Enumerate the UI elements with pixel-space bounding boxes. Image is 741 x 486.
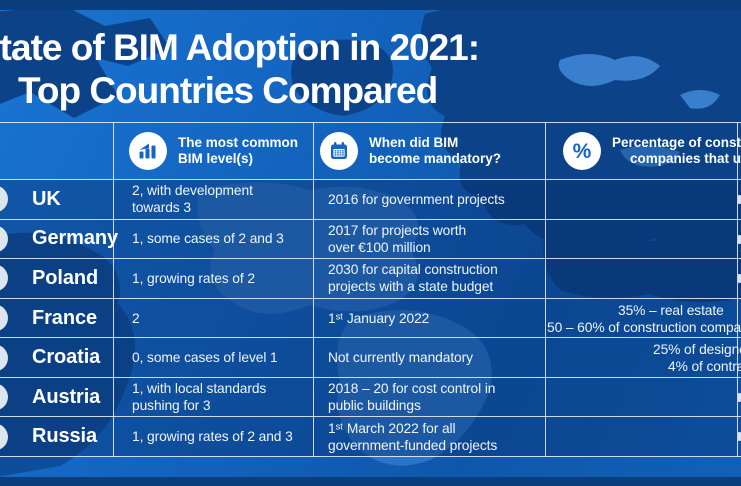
table-row: Poland 1, growing rates of 2 2030 for ca… <box>0 258 741 298</box>
mandatory-cell: 1ˢᵗ January 2022 <box>328 310 430 326</box>
mandatory-cell: 2017 for projects worth over €100 millio… <box>328 222 467 255</box>
mandatory-cell: Not currently mandatory <box>328 350 473 366</box>
bim-level-cell: 2, with development towards 3 <box>132 183 253 216</box>
column-label: The most common BIM level(s) <box>178 134 299 167</box>
country-name: Germany <box>32 227 119 250</box>
bar-chart-icon <box>129 132 167 170</box>
column-divider <box>113 122 114 457</box>
clipped-text-fragment <box>738 274 741 284</box>
country-cell: Poland <box>0 259 113 298</box>
usage-value-line: 25% of designers <box>653 342 741 358</box>
column-divider <box>545 122 546 457</box>
country-flag-icon <box>0 225 8 253</box>
usage-cell <box>545 220 741 259</box>
mandatory-cell: 2018 – 20 for cost control in public bui… <box>328 381 496 414</box>
column-label: When did BIM become mandatory? <box>369 134 502 167</box>
table-row: Austria 1, with local standards pushing … <box>0 376 741 417</box>
bim-level-cell: 0, some cases of level 1 <box>132 350 278 366</box>
country-flag-icon <box>0 423 8 451</box>
page-title-line1: State of BIM Adoption in 2021: <box>0 27 480 68</box>
clipped-text-fragment <box>738 234 741 244</box>
clipped-text-fragment <box>738 432 741 442</box>
country-flag-icon <box>0 344 8 372</box>
page-title: State of BIM Adoption in 2021: Top Count… <box>0 27 741 117</box>
bim-level-cell: 1, with local standards pushing for 3 <box>132 381 267 414</box>
table-row: Germany 1, some cases of 2 and 3 2017 fo… <box>0 218 741 259</box>
mandatory-cell: 1ˢᵗ March 2022 for all government-funded… <box>328 420 498 453</box>
column-label: Percentage of construction companies tha… <box>612 134 741 167</box>
usage-cell <box>545 259 741 298</box>
usage-cell: 35% – real estate 50 – 60% of constructi… <box>545 299 741 338</box>
country-name: UK <box>32 187 61 210</box>
country-name: France <box>32 306 97 329</box>
comparison-table: The most common BIM level(s) <box>0 122 741 457</box>
page-title-line2: Top Countries Compared <box>18 70 438 111</box>
country-name: Croatia <box>32 346 101 369</box>
percent-icon: % <box>563 132 601 170</box>
country-name: Russia <box>32 425 97 448</box>
column-divider <box>737 122 738 457</box>
country-cell: Austria <box>0 378 113 417</box>
bim-level-cell: 2 <box>132 310 140 326</box>
country-flag-icon <box>0 264 8 292</box>
column-header-usage: % Percentage of construction companies t… <box>563 123 741 179</box>
top-accent-bar <box>0 0 741 10</box>
clipped-text-fragment <box>738 392 741 402</box>
clipped-text-fragment <box>738 195 741 204</box>
usage-value-line: 50 – 60% of construction companies <box>547 319 741 335</box>
country-cell: UK <box>0 180 113 219</box>
table-row: Russia 1, growing rates of 2 and 3 1ˢᵗ M… <box>0 416 741 457</box>
bim-level-cell: 1, growing rates of 2 and 3 <box>132 429 293 445</box>
usage-value-line: 35% – real estate <box>618 302 724 318</box>
table-header-row: The most common BIM level(s) <box>0 123 741 179</box>
country-cell: Croatia <box>0 338 113 377</box>
country-flag-icon <box>0 304 8 332</box>
country-cell: Germany <box>0 220 119 259</box>
country-name: Poland <box>32 266 99 289</box>
country-flag-icon <box>0 383 8 411</box>
usage-cell: 25% of designers 4% of contractors <box>545 338 741 377</box>
bottom-accent-bar <box>0 477 741 486</box>
table-row: Croatia 0, some cases of level 1 Not cur… <box>0 337 741 377</box>
country-name: Austria <box>32 385 101 408</box>
table-row: France 2 1ˢᵗ January 2022 35% – real est… <box>0 297 741 338</box>
usage-cell <box>545 378 741 417</box>
usage-value-line: 4% of contractors <box>668 359 741 375</box>
country-flag-icon <box>0 185 8 213</box>
column-header-bim-levels: The most common BIM level(s) <box>129 123 313 179</box>
column-divider <box>313 122 314 457</box>
country-cell: France <box>0 299 113 338</box>
bim-level-cell: 1, growing rates of 2 <box>132 270 255 286</box>
calendar-icon <box>320 132 358 170</box>
mandatory-cell: 2016 for government projects <box>328 191 505 207</box>
country-cell: Russia <box>0 417 113 456</box>
mandatory-cell: 2030 for capital construction projects w… <box>328 262 498 295</box>
column-header-mandatory: When did BIM become mandatory? <box>320 123 545 179</box>
table-row: UK 2, with development towards 3 2016 fo… <box>0 179 741 219</box>
bim-level-cell: 1, some cases of 2 and 3 <box>132 231 284 247</box>
usage-cell <box>545 180 741 219</box>
usage-cell <box>545 417 741 456</box>
